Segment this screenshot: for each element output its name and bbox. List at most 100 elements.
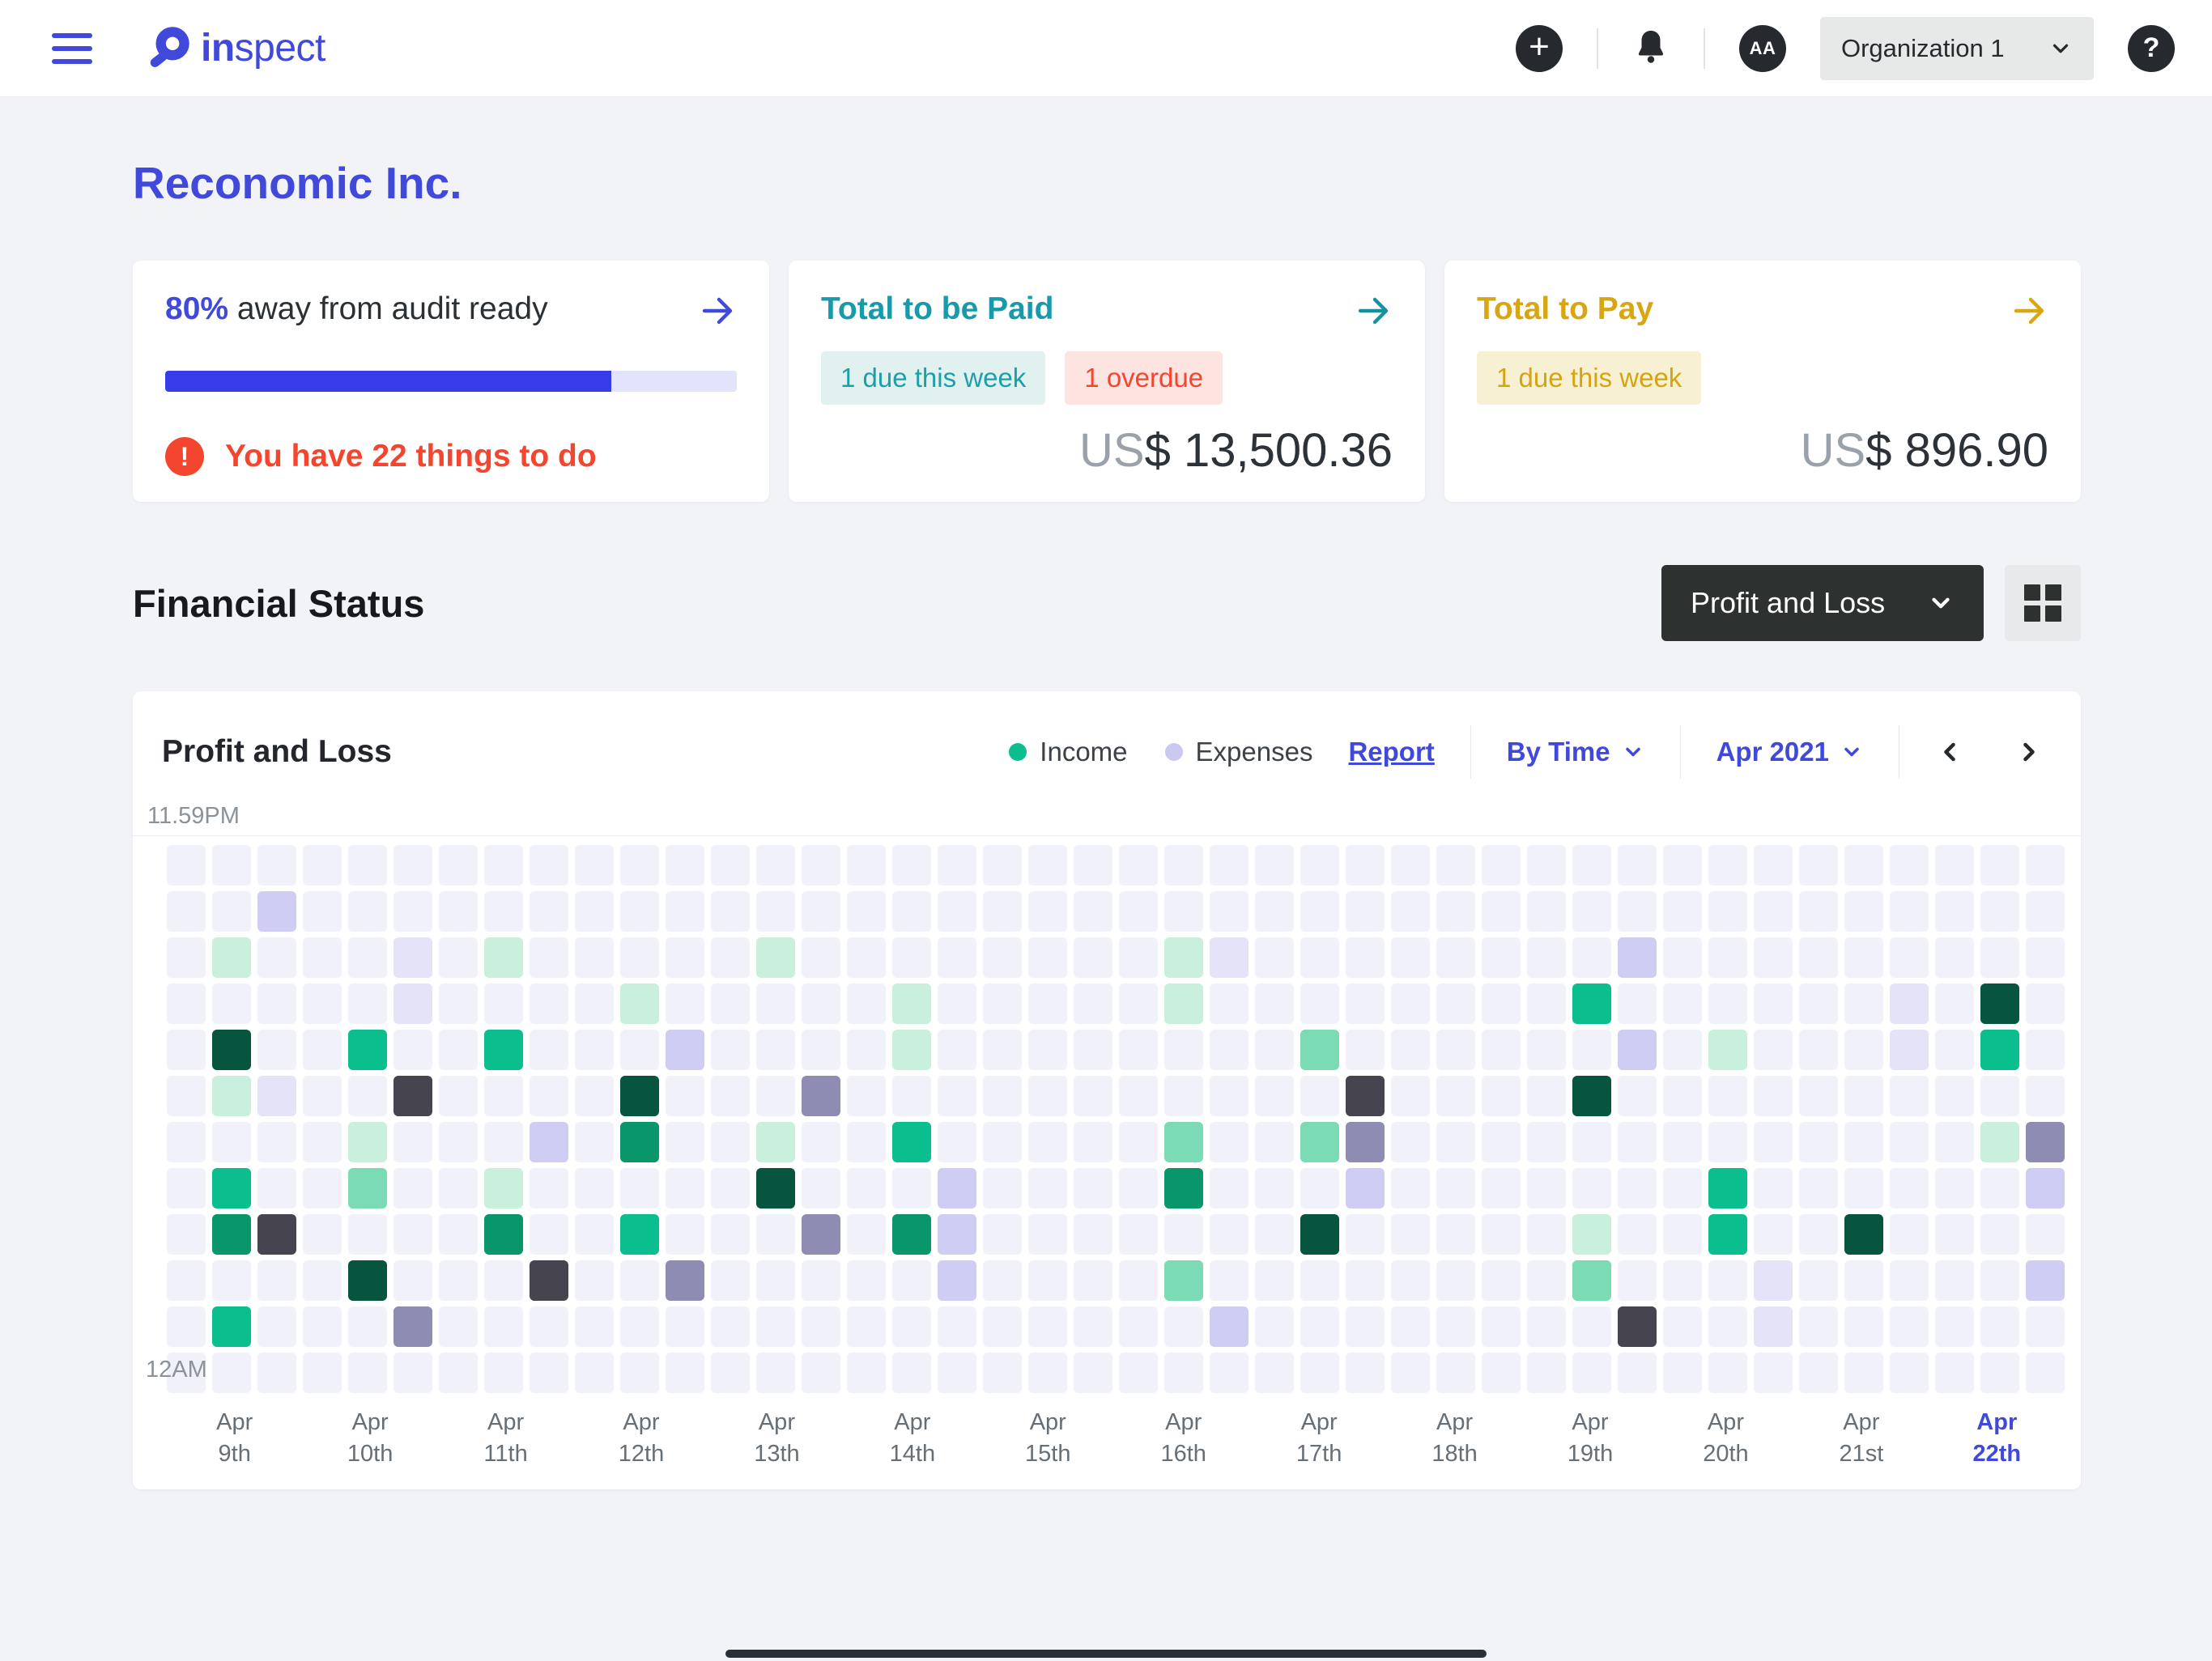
heatmap-cell[interactable] [1482, 845, 1521, 886]
heatmap-cell[interactable] [756, 1076, 795, 1116]
heatmap-cell[interactable] [1300, 1030, 1339, 1070]
heatmap-cell[interactable] [1754, 1030, 1793, 1070]
heatmap-cell[interactable] [530, 1306, 568, 1347]
heatmap-cell[interactable] [484, 1030, 523, 1070]
heatmap-cell[interactable] [1074, 891, 1112, 932]
heatmap-cell[interactable] [620, 1168, 659, 1209]
heatmap-cell[interactable] [1935, 1260, 1974, 1301]
heatmap-cell[interactable] [1074, 1306, 1112, 1347]
add-button[interactable]: + [1516, 24, 1563, 72]
heatmap-cell[interactable] [1482, 937, 1521, 978]
heatmap-cell[interactable] [1754, 1214, 1793, 1255]
notifications-button[interactable] [1632, 28, 1670, 69]
heatmap-cell[interactable] [212, 1260, 251, 1301]
report-link[interactable]: Report [1348, 737, 1435, 767]
heatmap-cell[interactable] [1754, 937, 1793, 978]
heatmap-cell[interactable] [1527, 1260, 1566, 1301]
heatmap-cell[interactable] [303, 983, 342, 1024]
heatmap-cell[interactable] [212, 1122, 251, 1162]
heatmap-cell[interactable] [1754, 845, 1793, 886]
heatmap-cell[interactable] [257, 1214, 296, 1255]
heatmap-cell[interactable] [1391, 1122, 1430, 1162]
heatmap-cell[interactable] [2026, 1260, 2065, 1301]
heatmap-cell[interactable] [1799, 891, 1838, 932]
heatmap-cell[interactable] [983, 1214, 1022, 1255]
heatmap-cell[interactable] [1844, 1076, 1883, 1116]
heatmap-cell[interactable] [167, 983, 206, 1024]
heatmap-cell[interactable] [212, 1076, 251, 1116]
heatmap-cell[interactable] [1164, 891, 1203, 932]
heatmap-cell[interactable] [1618, 1260, 1657, 1301]
heatmap-cell[interactable] [303, 891, 342, 932]
heatmap-cell[interactable] [1119, 1214, 1158, 1255]
heatmap-cell[interactable] [1482, 1122, 1521, 1162]
heatmap-cell[interactable] [1890, 1076, 1929, 1116]
heatmap-cell[interactable] [1391, 1030, 1430, 1070]
heatmap-cell[interactable] [1890, 1306, 1929, 1347]
heatmap-cell[interactable] [1436, 937, 1475, 978]
heatmap-cell[interactable] [1980, 891, 2019, 932]
heatmap-cell[interactable] [1300, 1168, 1339, 1209]
heatmap-cell[interactable] [1618, 1030, 1657, 1070]
heatmap-cell[interactable] [666, 845, 704, 886]
heatmap-cell[interactable] [983, 845, 1022, 886]
heatmap-cell[interactable] [257, 1030, 296, 1070]
heatmap-cell[interactable] [1618, 1353, 1657, 1393]
heatmap-cell[interactable] [575, 1214, 614, 1255]
heatmap-cell[interactable] [530, 1214, 568, 1255]
heatmap-cell[interactable] [1436, 1076, 1475, 1116]
heatmap-cell[interactable] [575, 891, 614, 932]
heatmap-cell[interactable] [212, 891, 251, 932]
heatmap-cell[interactable] [620, 1214, 659, 1255]
heatmap-cell[interactable] [348, 1168, 387, 1209]
heatmap-cell[interactable] [1935, 1168, 1974, 1209]
heatmap-cell[interactable] [393, 1214, 432, 1255]
heatmap-cell[interactable] [1255, 1306, 1294, 1347]
heatmap-cell[interactable] [1708, 1122, 1747, 1162]
heatmap-cell[interactable] [1754, 1076, 1793, 1116]
heatmap-cell[interactable] [1890, 891, 1929, 932]
heatmap-cell[interactable] [303, 1214, 342, 1255]
heatmap-cell[interactable] [303, 1122, 342, 1162]
heatmap-cell[interactable] [711, 1260, 750, 1301]
organization-selector[interactable]: Organization 1 [1820, 16, 2094, 80]
heatmap-cell[interactable] [802, 937, 840, 978]
to-pay-arrow-button[interactable] [2010, 291, 2048, 330]
heatmap-cell[interactable] [2026, 983, 2065, 1024]
heatmap-cell[interactable] [1346, 1076, 1385, 1116]
heatmap-cell[interactable] [1436, 983, 1475, 1024]
heatmap-cell[interactable] [439, 1214, 478, 1255]
heatmap-cell[interactable] [1799, 1260, 1838, 1301]
heatmap-cell[interactable] [1210, 937, 1249, 978]
heatmap-cell[interactable] [938, 1260, 976, 1301]
heatmap-cell[interactable] [1663, 983, 1702, 1024]
heatmap-cell[interactable] [1844, 1030, 1883, 1070]
heatmap-cell[interactable] [303, 1353, 342, 1393]
heatmap-cell[interactable] [1119, 1030, 1158, 1070]
heatmap-cell[interactable] [666, 1353, 704, 1393]
heatmap-cell[interactable] [303, 1076, 342, 1116]
heatmap-cell[interactable] [666, 937, 704, 978]
heatmap-cell[interactable] [1980, 1076, 2019, 1116]
heatmap-cell[interactable] [756, 1214, 795, 1255]
heatmap-cell[interactable] [666, 1306, 704, 1347]
heatmap-cell[interactable] [1754, 1122, 1793, 1162]
heatmap-cell[interactable] [756, 1306, 795, 1347]
heatmap-cell[interactable] [1663, 1076, 1702, 1116]
heatmap-cell[interactable] [892, 1353, 931, 1393]
heatmap-cell[interactable] [575, 1306, 614, 1347]
heatmap-cell[interactable] [847, 845, 886, 886]
heatmap-cell[interactable] [1164, 937, 1203, 978]
heatmap-cell[interactable] [1799, 845, 1838, 886]
heatmap-cell[interactable] [1708, 1260, 1747, 1301]
heatmap-cell[interactable] [711, 1168, 750, 1209]
heatmap-cell[interactable] [802, 1260, 840, 1301]
heatmap-cell[interactable] [1890, 1030, 1929, 1070]
heatmap-cell[interactable] [1164, 1168, 1203, 1209]
heatmap-cell[interactable] [1482, 983, 1521, 1024]
heatmap-cell[interactable] [1935, 1030, 1974, 1070]
heatmap-cell[interactable] [439, 1076, 478, 1116]
heatmap-cell[interactable] [484, 1122, 523, 1162]
heatmap-cell[interactable] [1754, 891, 1793, 932]
heatmap-cell[interactable] [212, 1168, 251, 1209]
